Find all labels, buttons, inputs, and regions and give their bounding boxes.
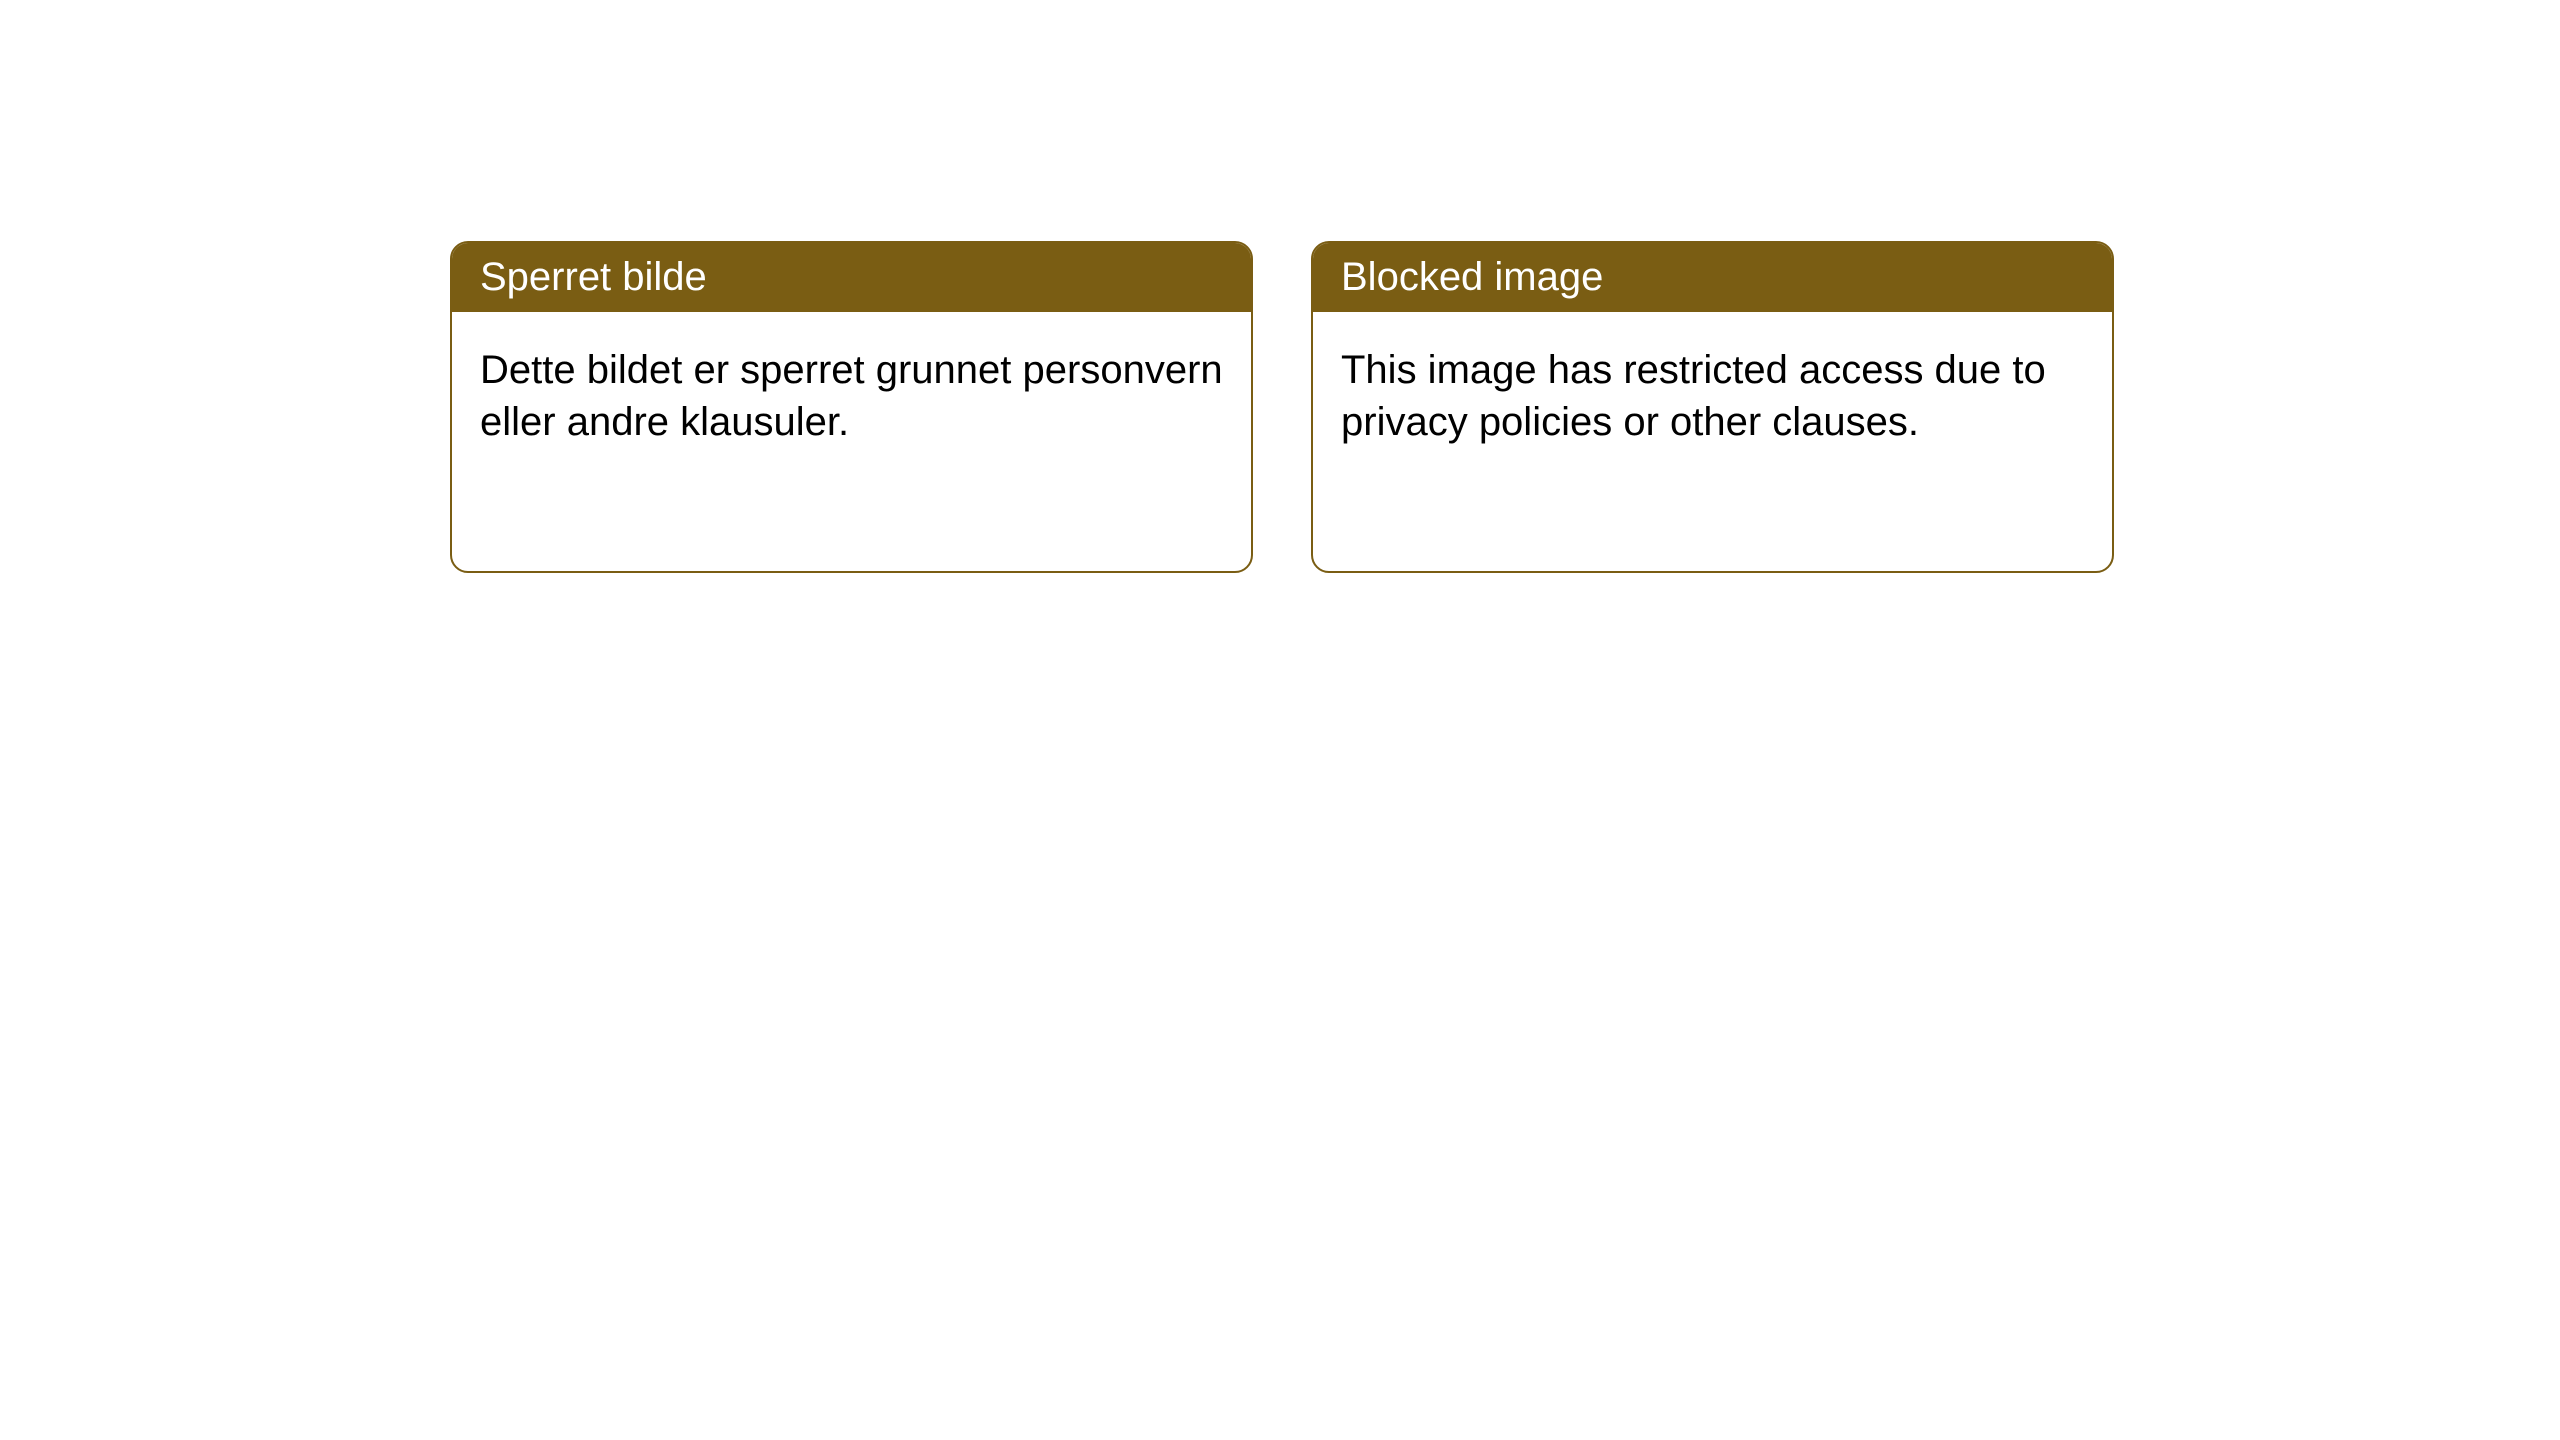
blocked-image-card-en: Blocked image This image has restricted …	[1311, 241, 2114, 573]
card-title-no: Sperret bilde	[480, 255, 707, 299]
card-body-text-no: Dette bildet er sperret grunnet personve…	[480, 348, 1223, 444]
card-body-en: This image has restricted access due to …	[1313, 312, 2112, 480]
blocked-image-notices: Sperret bilde Dette bildet er sperret gr…	[450, 241, 2114, 573]
blocked-image-card-no: Sperret bilde Dette bildet er sperret gr…	[450, 241, 1253, 573]
card-header-en: Blocked image	[1313, 243, 2112, 312]
card-header-no: Sperret bilde	[452, 243, 1251, 312]
card-body-no: Dette bildet er sperret grunnet personve…	[452, 312, 1251, 480]
card-title-en: Blocked image	[1341, 255, 1603, 299]
card-body-text-en: This image has restricted access due to …	[1341, 348, 2046, 444]
